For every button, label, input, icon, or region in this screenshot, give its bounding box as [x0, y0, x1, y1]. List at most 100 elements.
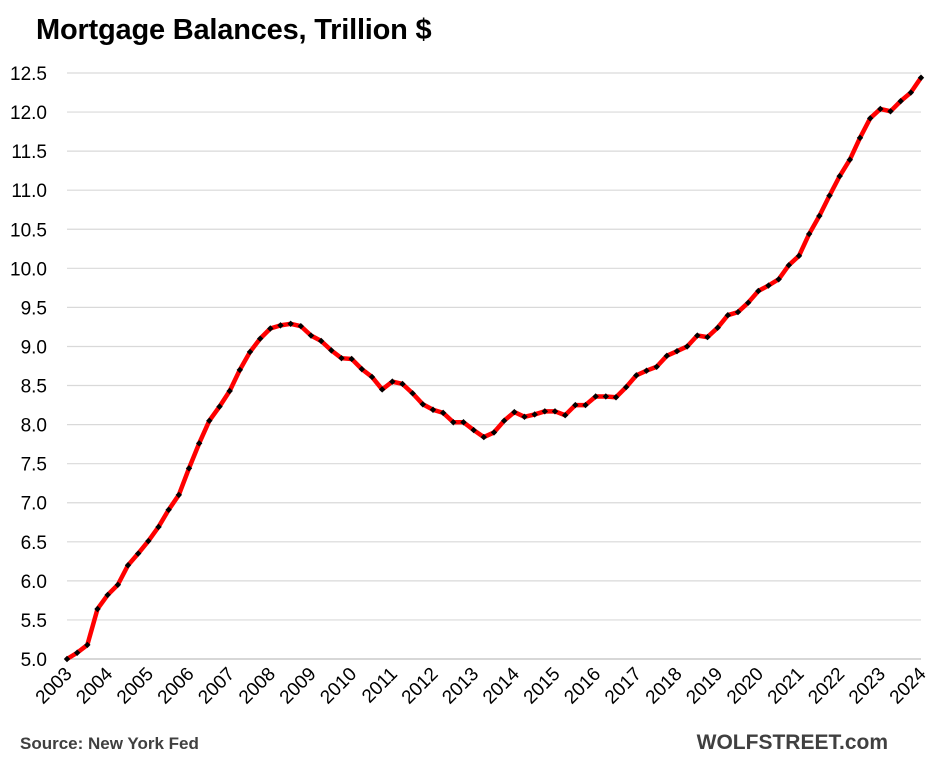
data-point [470, 426, 477, 434]
y-tick-label: 8.0 [21, 416, 47, 437]
data-point [917, 74, 925, 81]
data-point [195, 440, 203, 447]
y-tick-label: 6.0 [21, 572, 47, 593]
x-tick-label: 2022 [804, 664, 849, 709]
data-point [531, 411, 538, 418]
data-point [246, 348, 254, 356]
x-tick-label: 2008 [235, 664, 280, 709]
data-point [256, 335, 264, 342]
data-point [358, 365, 366, 373]
x-tick-label: 2005 [113, 664, 158, 709]
y-tick-label: 7.5 [21, 455, 47, 476]
data-point [866, 115, 874, 122]
y-tick-label: 5.5 [21, 611, 47, 632]
data-point [816, 212, 823, 220]
data-point [368, 373, 376, 381]
y-tick-label: 6.5 [21, 533, 47, 554]
x-tick-label: 2013 [438, 664, 483, 709]
x-tick-label: 2016 [560, 664, 605, 709]
y-tick-label: 5.0 [21, 650, 47, 671]
data-point [165, 506, 172, 513]
brand-watermark: WOLFSTREET.com [696, 731, 888, 754]
series-line [64, 75, 924, 662]
data-point [744, 299, 752, 306]
data-point [653, 363, 660, 370]
y-tick-label: 7.0 [21, 494, 47, 515]
data-point [226, 387, 233, 395]
x-tick-label: 2021 [764, 664, 809, 709]
x-tick-label: 2014 [479, 663, 524, 708]
data-point [378, 386, 386, 393]
data-point [124, 562, 132, 569]
data-point [846, 156, 854, 163]
data-point [572, 401, 579, 409]
data-point [511, 408, 518, 416]
data-point [277, 322, 284, 329]
x-tick-label: 2004 [72, 663, 117, 708]
data-point [887, 108, 894, 115]
marker-layer [63, 74, 925, 663]
data-point [602, 393, 610, 400]
x-tick-label: 2020 [723, 664, 768, 709]
x-tick-label: 2009 [276, 664, 321, 709]
data-point [460, 419, 467, 426]
data-point [145, 537, 152, 545]
data-point [267, 325, 274, 332]
source-note: Source: New York Fed [20, 734, 199, 753]
data-point [582, 401, 589, 409]
data-point [185, 465, 193, 472]
data-point [399, 380, 406, 388]
data-point [480, 433, 488, 441]
data-point [439, 409, 447, 417]
data-point [287, 320, 294, 328]
y-tick-label: 10.5 [10, 220, 47, 241]
data-point [216, 403, 223, 410]
data-point [490, 429, 498, 436]
data-point [236, 366, 244, 374]
data-point [775, 276, 782, 283]
data-point [561, 412, 569, 419]
data-point [907, 89, 915, 96]
y-tick-label: 12.5 [10, 64, 47, 85]
y-tick-label: 8.5 [21, 377, 47, 398]
data-point [795, 252, 803, 260]
data-point [521, 413, 528, 420]
data-point [826, 192, 833, 199]
data-point [114, 581, 122, 588]
data-point [724, 312, 732, 319]
data-point [389, 378, 396, 385]
data-point [755, 287, 762, 295]
data-point [683, 343, 691, 350]
data-point [328, 347, 335, 354]
data-point [73, 649, 81, 656]
x-tick-label: 2011 [358, 664, 402, 708]
data-point [409, 390, 416, 397]
data-point [714, 324, 721, 331]
y-tick-label: 10.0 [10, 259, 47, 280]
data-point [104, 591, 111, 599]
x-tick-label: 2024 [886, 663, 930, 708]
y-tick-label: 12.0 [10, 103, 47, 124]
data-point [836, 172, 843, 180]
data-point [704, 333, 711, 341]
data-point [317, 337, 325, 345]
x-tick-label: 2006 [154, 664, 199, 709]
data-point [734, 308, 742, 316]
x-tick-label: 2018 [642, 664, 687, 709]
y-tick-label: 11.5 [11, 142, 47, 163]
series-layer [64, 75, 924, 662]
data-point [805, 230, 813, 238]
y-axis-tick-labels: 5.0 5.5 6.0 6.5 7.0 7.5 8.0 8.5 9.0 9.5 10.0 10.5 11… [10, 64, 47, 671]
x-tick-label: 2019 [682, 664, 727, 709]
data-point [785, 262, 793, 269]
data-point [175, 491, 183, 499]
chart-title: Mortgage Balances, Trillion $ [36, 14, 432, 46]
data-point [348, 355, 355, 363]
data-point [877, 105, 884, 113]
data-point [551, 408, 559, 415]
x-tick-label: 2007 [194, 664, 239, 709]
data-point [541, 408, 549, 415]
data-point [419, 401, 427, 408]
